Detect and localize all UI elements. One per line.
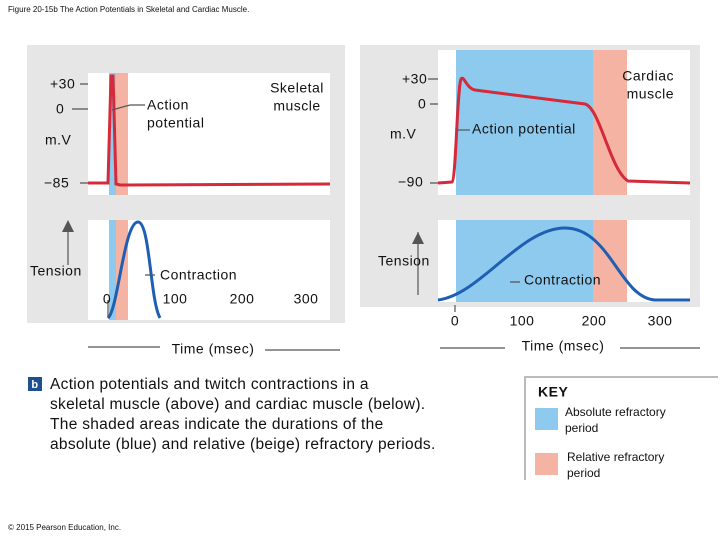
- skeletal-ap-curve: [88, 74, 331, 187]
- key-label: period: [565, 421, 598, 435]
- plot-area: [88, 73, 330, 195]
- x-tick-label: 100: [510, 313, 535, 329]
- absolute-band: [109, 73, 116, 195]
- caption-line: skeletal muscle (above) and cardiac musc…: [50, 396, 425, 413]
- caption-line: The shaded areas indicate the durations …: [50, 416, 384, 433]
- tension-label: Tension: [30, 263, 82, 279]
- arrow: [62, 220, 74, 232]
- panel-title: Cardiac: [622, 68, 674, 84]
- caption-line: absolute (blue) and relative (beige) ref…: [50, 436, 436, 453]
- caption-badge: [28, 377, 42, 391]
- contraction-label: Contraction: [160, 267, 237, 283]
- x-tick-label: 0: [103, 291, 111, 307]
- x-axis-label: Time (msec): [522, 338, 605, 354]
- key-label: Relative refractory: [567, 450, 664, 464]
- absolute-band: [456, 220, 593, 302]
- leader: [111, 104, 145, 111]
- x-tick-label: 200: [230, 291, 255, 307]
- y-tick-label: +30: [402, 71, 427, 87]
- axis-lines: [67, 83, 340, 351]
- y-tick-label: −90: [398, 174, 423, 190]
- figure-title: Figure 20-15b The Action Potentials in S…: [8, 5, 249, 14]
- caption-label: b: [31, 379, 38, 391]
- ap-label: Action potential: [472, 121, 576, 137]
- absolute-band: [109, 220, 116, 320]
- y-tick-label: 0: [418, 96, 426, 112]
- footer: © 2015 Pearson Education, Inc.: [8, 523, 121, 532]
- key-label: period: [567, 466, 600, 480]
- panel-title: Skeletal: [270, 80, 324, 96]
- y-tick-label: 0: [56, 101, 64, 117]
- x-tick-label: 300: [648, 313, 673, 329]
- relative-band: [116, 73, 128, 195]
- key-swatch: [535, 408, 558, 430]
- relative-band: [593, 220, 627, 302]
- cardiac-ap-curve: [437, 76, 691, 185]
- tension-label: Tension: [378, 253, 430, 269]
- absolute-band: [456, 50, 593, 195]
- x-tick-label: 200: [582, 313, 607, 329]
- y-tick-label: −85: [44, 175, 69, 191]
- panel-title: muscle: [273, 98, 320, 114]
- key-swatch: [535, 453, 558, 475]
- panel-title: muscle: [627, 86, 674, 102]
- skeletal-contraction-curve: [106, 220, 162, 320]
- axis-lines: [417, 78, 700, 349]
- contraction-label: Contraction: [524, 272, 601, 288]
- ap-label: Action: [147, 97, 189, 113]
- y-tick-label: +30: [50, 76, 75, 92]
- x-tick-label: 100: [163, 291, 188, 307]
- key-title: KEY: [538, 384, 568, 400]
- y-axis-label: m.V: [45, 132, 72, 148]
- arrow: [412, 232, 424, 244]
- key-label: Absolute refractory: [565, 405, 666, 419]
- x-tick-label: 300: [294, 291, 319, 307]
- y-axis-label: m.V: [390, 126, 417, 142]
- x-axis-label: Time (msec): [172, 341, 255, 357]
- caption-line: Action potentials and twitch contraction…: [50, 376, 369, 393]
- key-border: [524, 376, 718, 480]
- cardiac-contraction-curve: [437, 226, 690, 302]
- x-tick-label: 0: [451, 313, 459, 329]
- ap-label: potential: [147, 115, 204, 131]
